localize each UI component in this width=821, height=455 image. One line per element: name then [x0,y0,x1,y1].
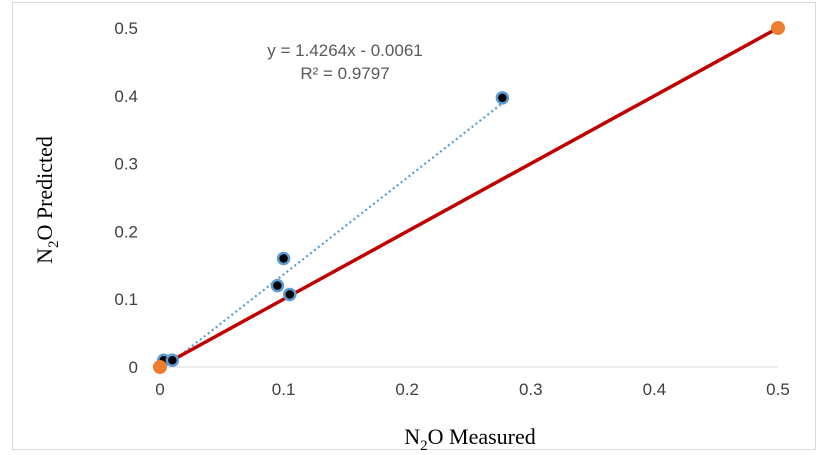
y-axis-title-subscript: 2 [46,241,62,249]
r-squared-label: R² = 0.9797 [300,64,389,83]
x-tick-label: 0.3 [519,380,543,399]
x-axis-title-base: N [404,424,420,449]
x-tick-label: 0.4 [643,380,667,399]
y-tick-label: 0 [129,358,138,377]
y-tick-label: 0.5 [114,19,138,38]
y-axis-title-base: N [32,248,57,264]
trendline-equation: y = 1.4264x - 0.0061 [267,41,422,60]
reference-endpoints [153,21,785,374]
data-point [270,278,285,293]
y-tick-label: 0.2 [114,222,138,241]
data-point [165,353,180,367]
data-points [156,91,510,367]
one-to-one-line [159,26,779,369]
y-axis-title-rest: O Predicted [32,136,57,240]
y-tick-label: 0.4 [114,87,138,106]
y-tick-label: 0.1 [114,290,138,309]
y-axis-title: N2O Predicted [32,136,62,264]
x-axis-title-subscript: 2 [420,438,428,454]
x-tick-label: 0.2 [395,380,419,399]
x-tick-label: 0 [155,380,164,399]
data-point [276,251,291,266]
x-axis-title: N2O Measured [404,424,536,454]
x-axis-title-rest: O Measured [428,424,536,449]
y-tick-labels: 0 0.1 0.2 0.3 0.4 0.5 [114,19,138,377]
trendline [171,102,504,363]
x-tick-label: 0.1 [272,380,296,399]
reference-endpoint [771,21,785,35]
reference-endpoint [153,360,167,374]
data-point [495,91,510,105]
data-point [283,287,297,302]
x-tick-labels: 0 0.1 0.2 0.3 0.4 0.5 [155,380,790,399]
y-tick-label: 0.3 [114,155,138,174]
x-tick-label: 0.5 [766,380,790,399]
